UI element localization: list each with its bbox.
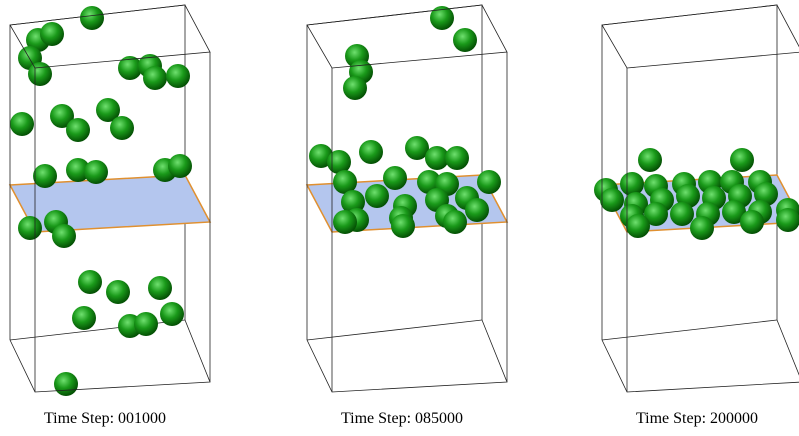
particle — [343, 76, 367, 100]
box-edge — [9, 319, 211, 393]
particle — [54, 372, 78, 396]
particle — [453, 28, 477, 52]
particle — [359, 140, 383, 164]
particle — [160, 302, 184, 326]
panel: Time Step: 001000 — [8, 4, 212, 427]
panel: Time Step: 085000 — [305, 4, 509, 427]
particle — [644, 202, 668, 226]
particle — [106, 280, 130, 304]
box-edge — [601, 4, 799, 69]
box-edge — [601, 319, 799, 393]
particle — [96, 98, 120, 122]
particle — [626, 214, 650, 238]
particle — [477, 170, 501, 194]
particle — [84, 160, 108, 184]
particle — [143, 66, 167, 90]
particle — [66, 158, 90, 182]
particle — [50, 104, 74, 128]
particle — [166, 64, 190, 88]
particle — [72, 306, 96, 330]
particle — [430, 6, 454, 30]
particle — [327, 150, 351, 174]
box-edge — [9, 319, 186, 341]
panel: Time Step: 200000 — [594, 4, 799, 427]
box-edge — [306, 319, 483, 341]
particle — [78, 270, 102, 294]
particle — [638, 148, 662, 172]
box-edge — [601, 319, 778, 341]
particle — [28, 62, 52, 86]
particle — [722, 200, 746, 224]
particle — [341, 190, 365, 214]
box-edge — [306, 4, 508, 69]
particle — [365, 184, 389, 208]
particle — [168, 154, 192, 178]
caption: Time Step: 001000 — [44, 410, 166, 427]
particle — [417, 170, 441, 194]
particle — [383, 166, 407, 190]
particle — [118, 56, 142, 80]
particle — [40, 22, 64, 46]
particle — [730, 148, 754, 172]
particle — [333, 170, 357, 194]
particle — [620, 172, 644, 196]
particle — [445, 146, 469, 170]
particle — [333, 210, 357, 234]
particle — [134, 312, 158, 336]
box-edge — [306, 319, 508, 393]
caption: Time Step: 085000 — [341, 410, 463, 427]
particle — [740, 210, 764, 234]
particle — [465, 198, 489, 222]
particle — [52, 224, 76, 248]
particle — [443, 210, 467, 234]
particle — [148, 276, 172, 300]
particle — [690, 216, 714, 240]
particle — [18, 216, 42, 240]
caption: Time Step: 200000 — [636, 410, 758, 427]
particle — [425, 146, 449, 170]
particle — [33, 164, 57, 188]
particle — [66, 118, 90, 142]
particle — [110, 116, 134, 140]
particle — [776, 208, 799, 232]
particle — [391, 214, 415, 238]
particle — [405, 136, 429, 160]
particle — [10, 112, 34, 136]
particle — [670, 202, 694, 226]
particle — [80, 6, 104, 30]
particle — [600, 188, 624, 212]
